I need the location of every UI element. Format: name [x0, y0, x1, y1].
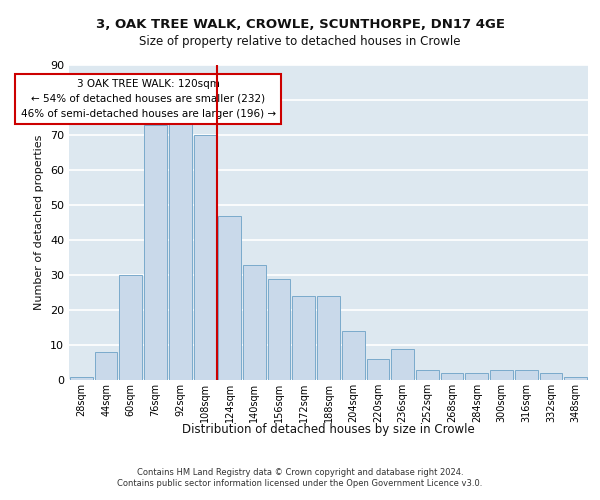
Text: 3, OAK TREE WALK, CROWLE, SCUNTHORPE, DN17 4GE: 3, OAK TREE WALK, CROWLE, SCUNTHORPE, DN… — [95, 18, 505, 30]
Bar — [317, 296, 340, 380]
Bar — [292, 296, 315, 380]
Text: Distribution of detached houses by size in Crowle: Distribution of detached houses by size … — [182, 422, 475, 436]
Text: 3 OAK TREE WALK: 120sqm
← 54% of detached houses are smaller (232)
46% of semi-d: 3 OAK TREE WALK: 120sqm ← 54% of detache… — [20, 79, 275, 118]
Bar — [466, 373, 488, 380]
Bar — [95, 352, 118, 380]
Bar — [243, 264, 266, 380]
Bar — [119, 275, 142, 380]
Bar — [342, 331, 365, 380]
Bar — [416, 370, 439, 380]
Text: Contains HM Land Registry data © Crown copyright and database right 2024.
Contai: Contains HM Land Registry data © Crown c… — [118, 468, 482, 487]
Bar — [194, 135, 216, 380]
Bar — [515, 370, 538, 380]
Y-axis label: Number of detached properties: Number of detached properties — [34, 135, 44, 310]
Bar — [70, 376, 93, 380]
Bar — [169, 121, 191, 380]
Bar — [144, 124, 167, 380]
Bar — [391, 348, 414, 380]
Bar — [539, 373, 562, 380]
Text: Size of property relative to detached houses in Crowle: Size of property relative to detached ho… — [139, 35, 461, 48]
Bar — [441, 373, 463, 380]
Bar — [268, 278, 290, 380]
Bar — [564, 376, 587, 380]
Bar — [218, 216, 241, 380]
Bar — [490, 370, 513, 380]
Bar — [367, 359, 389, 380]
